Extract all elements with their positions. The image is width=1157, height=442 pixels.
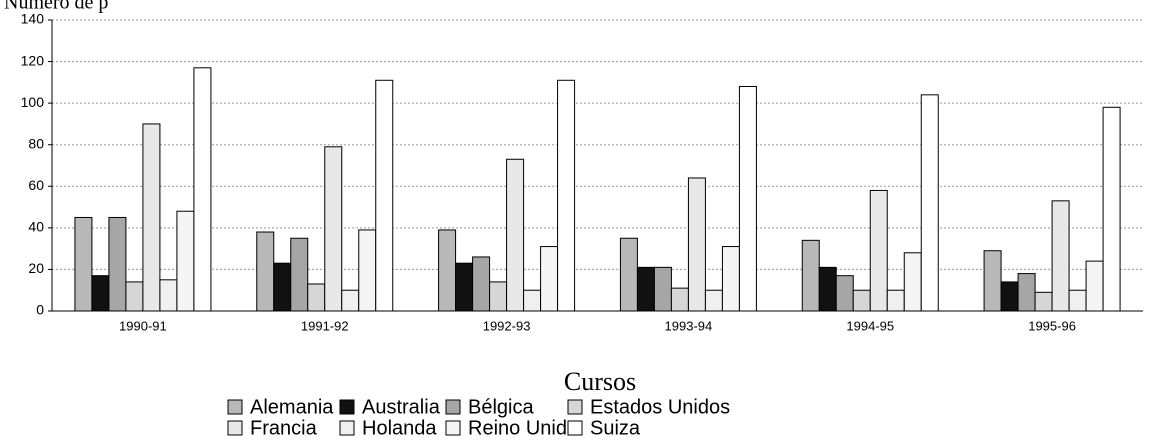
bar: [738, 86, 757, 312]
bar: [455, 262, 474, 312]
x-tick-label: 1991-92: [301, 318, 349, 333]
bar: [375, 79, 394, 312]
bar: [438, 229, 457, 312]
bar: [653, 266, 672, 312]
y-tick-label: 100: [21, 94, 45, 110]
legend-label: Australia: [362, 396, 441, 418]
x-tick-label: 1993-94: [665, 318, 713, 333]
bar: [506, 158, 525, 312]
y-tick-label: 40: [28, 219, 44, 235]
legend-label: Francia: [250, 417, 318, 439]
bar: [1017, 273, 1036, 312]
bar: [125, 281, 144, 312]
bar: [74, 216, 93, 312]
bar: [159, 279, 178, 312]
legend-label: Reino Unido: [468, 417, 578, 439]
bar: [256, 231, 275, 312]
x-tick-label: 1994-95: [846, 318, 894, 333]
x-axis-label: Cursos: [564, 367, 636, 396]
legend-swatch: [227, 420, 243, 436]
bar: [489, 281, 508, 312]
legend-label: Holanda: [362, 417, 437, 439]
chart-title: Número de p: [4, 0, 108, 14]
bar: [273, 262, 292, 312]
bar: [1034, 291, 1053, 312]
legend-swatch: [339, 399, 355, 415]
bar: [687, 177, 706, 312]
bar: [920, 94, 939, 312]
bar: [670, 287, 689, 312]
x-tick-label: 1990-91: [119, 318, 167, 333]
bar: [290, 237, 309, 312]
y-tick-label: 80: [28, 135, 44, 151]
bar: [619, 237, 638, 312]
bar: [193, 67, 212, 312]
bar: [1068, 289, 1087, 312]
bar: [721, 246, 740, 312]
bar: [852, 289, 871, 312]
bar: [1102, 106, 1121, 312]
bar: [886, 289, 905, 312]
bar: [801, 239, 820, 312]
bar: [176, 210, 195, 312]
bar: [108, 216, 127, 312]
x-tick-label: 1995-96: [1028, 318, 1076, 333]
bar: [324, 146, 343, 312]
legend-swatch: [445, 420, 461, 436]
bar: [307, 283, 326, 312]
bar: [1051, 200, 1070, 312]
bar: [704, 289, 723, 312]
bar: [818, 266, 837, 312]
y-tick-label: 20: [28, 260, 44, 276]
bar: [869, 189, 888, 312]
y-tick-label: 140: [21, 11, 45, 27]
bar: [142, 123, 161, 312]
legend-swatch: [339, 420, 355, 436]
bar: [1000, 281, 1019, 312]
legend-swatch: [227, 399, 243, 415]
bar: [835, 275, 854, 312]
bar: [358, 229, 377, 312]
bar: [341, 289, 360, 312]
legend-swatch: [445, 399, 461, 415]
legend-label: Estados Unidos: [590, 396, 730, 418]
bar: [983, 250, 1002, 312]
bar: [1085, 260, 1104, 312]
bar: [472, 256, 491, 312]
legend-swatch: [567, 420, 583, 436]
bar: [636, 266, 655, 312]
bar: [557, 79, 576, 312]
bar: [540, 246, 559, 312]
bar: [523, 289, 542, 312]
legend-label: Bélgica: [468, 396, 534, 418]
legend-swatch: [567, 399, 583, 415]
y-tick-label: 0: [36, 302, 44, 318]
y-tick-label: 60: [28, 177, 44, 193]
y-tick-label: 120: [21, 52, 45, 68]
legend-label: Suiza: [590, 417, 641, 439]
bar: [903, 252, 922, 312]
x-tick-label: 1992-93: [483, 318, 531, 333]
legend-label: Alemania: [250, 396, 334, 418]
bar: [91, 275, 110, 312]
